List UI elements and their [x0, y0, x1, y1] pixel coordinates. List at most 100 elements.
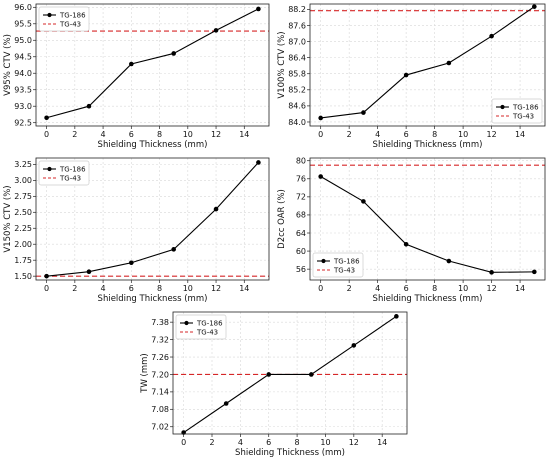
y-tick-label: 85.8 — [288, 70, 306, 79]
x-tick-label: 0 — [181, 438, 186, 447]
legend-tg186-marker — [47, 166, 52, 172]
y-axis-label: V100% CTV (%) — [277, 31, 287, 98]
x-axis-label: Shielding Thickness (mm) — [98, 140, 208, 150]
tg186-data-point — [489, 33, 494, 39]
tg186-data-point — [361, 199, 366, 204]
tg186-series-line — [320, 176, 535, 273]
y-tick-label: 80 — [296, 157, 306, 166]
x-axis-label: Shielding Thickness (mm) — [235, 448, 345, 458]
x-tick-label: 2 — [347, 284, 352, 293]
x-axis-label: Shielding Thickness (mm) — [98, 294, 208, 304]
y-tick-label: 3.00 — [14, 176, 32, 185]
chart-panel-5: 0 2 4 6 8 10 12 14 7.02 7.08 7.14 7.20 7.26 7.32 7.38 S… — [140, 311, 408, 458]
x-tick-label: 10 — [183, 284, 193, 293]
y-tick-label: 95.5 — [14, 20, 32, 29]
y-axis-label: TW (mm) — [140, 353, 150, 394]
legend-tg43-label: TG-43 — [333, 267, 355, 275]
legend-tg186-marker — [500, 104, 505, 110]
x-tick-label: 6 — [129, 130, 134, 139]
x-tick-label: 2 — [72, 130, 77, 139]
y-axis-label: V150% CTV (%) — [3, 185, 13, 252]
y-tick-label: 68 — [296, 211, 306, 220]
tg186-data-point — [308, 372, 314, 377]
legend-box — [175, 314, 227, 340]
plot-frame — [35, 157, 270, 281]
plot-frame — [309, 157, 546, 281]
legend-tg186-label: TG-186 — [59, 166, 86, 174]
legend-box — [312, 252, 364, 278]
chart-panel-2: 0 2 4 6 8 10 12 14 84.0 84.6 85.2 85.8 86.4 87.0 87.6 8… — [277, 3, 546, 150]
tg186-data-point — [44, 115, 49, 121]
y-tick-label: 94.5 — [14, 53, 32, 62]
legend-tg186-label: TG-186 — [59, 12, 86, 20]
x-tick-label: 0 — [318, 284, 323, 293]
y-tick-label: 3.25 — [14, 160, 32, 169]
x-axis-label: Shielding Thickness (mm) — [373, 294, 483, 304]
plot-frame — [172, 311, 408, 435]
chart-panel-1: 0 2 4 6 8 10 12 14 92.5 93.0 93.5 94.0 94.5 95.0 95.5 9… — [3, 3, 270, 150]
tg186-data-point — [403, 72, 409, 78]
tg186-data-point — [129, 260, 134, 266]
x-tick-label: 2 — [72, 284, 77, 293]
legend-tg43-label: TG-43 — [196, 329, 218, 337]
x-tick-label: 14 — [239, 130, 249, 139]
y-tick-label: 92.5 — [14, 119, 32, 128]
x-tick-label: 0 — [318, 130, 323, 139]
x-tick-label: 6 — [404, 130, 409, 139]
y-tick-label: 7.08 — [151, 405, 169, 414]
y-tick-label: 7.38 — [151, 318, 169, 327]
tg186-data-point — [318, 174, 323, 179]
y-tick-label: 96.0 — [14, 3, 32, 12]
tg186-data-point — [394, 314, 399, 319]
legend-tg186-label: TG-186 — [333, 258, 360, 266]
legend-tg43-label: TG-43 — [59, 175, 81, 183]
y-tick-label: 7.14 — [151, 388, 169, 397]
tg186-data-point — [446, 258, 452, 264]
tg186-data-point — [223, 401, 229, 406]
legend-box — [38, 6, 90, 32]
tg186-data-point — [351, 343, 357, 348]
y-tick-label: 2.00 — [14, 240, 32, 249]
x-tick-label: 4 — [375, 284, 380, 293]
x-tick-label: 12 — [486, 130, 496, 139]
y-tick-label: 84.6 — [288, 102, 306, 111]
y-tick-label: 1.75 — [14, 256, 32, 265]
x-tick-label: 8 — [157, 130, 162, 139]
legend-tg186-marker — [47, 12, 52, 18]
x-tick-label: 6 — [266, 438, 271, 447]
x-tick-label: 2 — [209, 438, 214, 447]
y-tick-label: 7.02 — [151, 423, 169, 432]
y-tick-label: 2.75 — [14, 192, 32, 201]
y-tick-label: 87.6 — [288, 21, 306, 30]
y-tick-label: 7.32 — [151, 335, 169, 344]
x-tick-label: 10 — [183, 130, 193, 139]
tg186-data-point — [44, 273, 49, 279]
plot-frame — [35, 3, 270, 127]
x-tick-label: 12 — [486, 284, 496, 293]
y-tick-label: 56 — [296, 265, 306, 274]
x-tick-label: 10 — [458, 130, 468, 139]
plot-frame — [309, 3, 546, 127]
y-tick-label: 88.2 — [288, 5, 306, 14]
tg186-data-point — [532, 4, 537, 9]
tg186-data-point — [213, 28, 219, 33]
y-tick-label: 86.4 — [288, 53, 306, 62]
tg186-series-line — [46, 162, 259, 277]
x-tick-label: 4 — [238, 438, 243, 447]
y-tick-label: 1.50 — [14, 272, 32, 281]
x-tick-label: 12 — [349, 438, 359, 447]
x-tick-label: 4 — [101, 130, 106, 139]
tg186-data-point — [532, 269, 537, 275]
y-tick-label: 93.0 — [14, 102, 32, 111]
tg186-data-point — [213, 206, 219, 212]
x-tick-label: 0 — [44, 130, 49, 139]
y-tick-label: 94.0 — [14, 69, 32, 78]
y-axis-label: V95% CTV (%) — [3, 34, 13, 96]
y-tick-label: 2.50 — [14, 208, 32, 217]
legend-box — [491, 98, 543, 124]
tg186-data-point — [403, 242, 409, 247]
